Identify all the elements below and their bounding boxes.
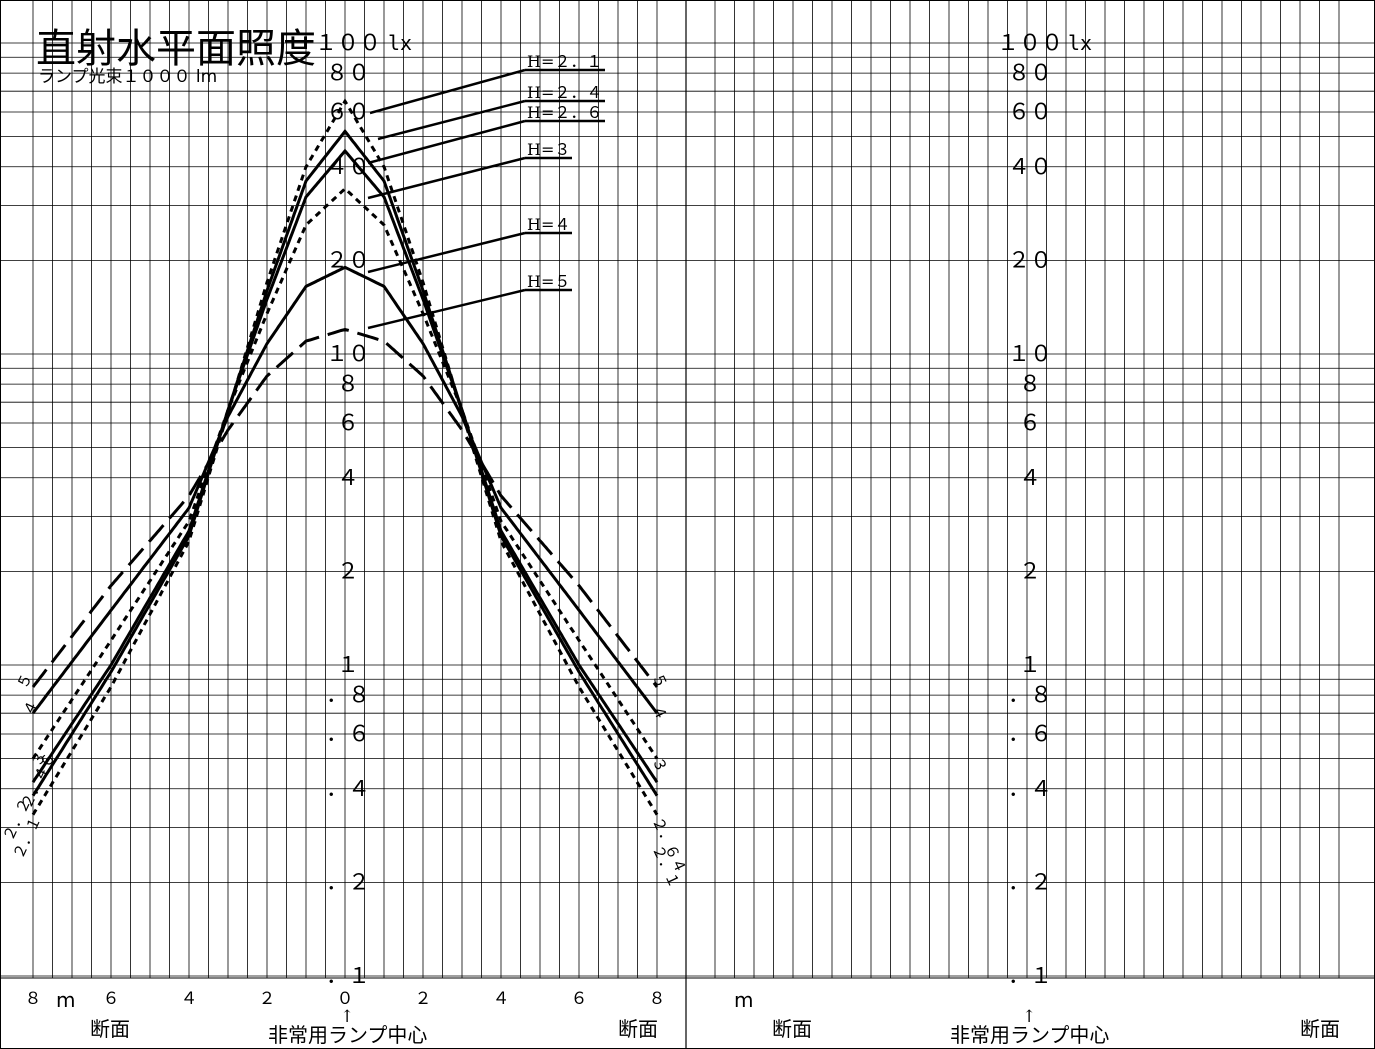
x-section-label-mid: 断面 — [618, 1017, 658, 1041]
legend-leader — [367, 231, 526, 274]
y-tick-label-right: ．８ — [1008, 683, 1052, 708]
y-tick-label: ．２ — [326, 870, 370, 895]
y-tick-label-right: ．６ — [1008, 722, 1052, 747]
legend-leaders — [367, 68, 605, 330]
legend-label: H=４ — [527, 215, 570, 234]
y-tick-label: １０ — [326, 342, 370, 367]
x-section-label-right-b: 断面 — [1300, 1017, 1340, 1041]
curve-end-label-right: ５ — [648, 670, 671, 691]
x-tick-label: ２ — [259, 989, 276, 1009]
y-tick-label-right: ．２ — [1008, 870, 1052, 895]
y-tick-label-right: ４０ — [1008, 155, 1052, 180]
curve-series — [31, 128, 659, 797]
y-tick-label: ４ — [337, 466, 359, 491]
legend-label: H=２．４ — [527, 83, 602, 102]
legend-label: H=３ — [527, 140, 570, 159]
curve-end-label-left: ３ — [27, 748, 50, 769]
x-section-label-right-a: 断面 — [772, 1017, 812, 1041]
x-tick-label: ２ — [415, 989, 432, 1009]
curve-series — [31, 186, 659, 760]
y-tick-label: １ — [337, 653, 359, 678]
legend-label: H=２．１ — [527, 52, 602, 71]
y-tick-label-right: １００ — [997, 31, 1063, 56]
x-unit-right: m — [734, 988, 753, 1012]
legend-leader — [369, 68, 526, 115]
x-section-label-left: 断面 — [90, 1017, 130, 1041]
x-tick-label: ４ — [493, 989, 510, 1009]
y-tick-label-right: ４ — [1019, 466, 1041, 491]
curve-series — [31, 327, 659, 688]
y-tick-label: ２０ — [326, 248, 370, 273]
curve-end-label-left: ５ — [13, 670, 36, 691]
y-tick-label: ４０ — [326, 155, 370, 180]
y-tick-label-right: ．１ — [1008, 964, 1052, 989]
y-tick-label: ．４ — [326, 777, 370, 802]
curve-end-label-left: ４ — [19, 697, 42, 718]
center-arrow-right: ↑ — [1022, 1007, 1036, 1027]
curve-series — [31, 98, 659, 816]
legend-leader — [377, 99, 526, 141]
x-tick-label: ８ — [649, 989, 666, 1009]
legend-label: H=５ — [527, 272, 570, 291]
x-tick-label: ６ — [103, 989, 120, 1009]
x-tick-label: ８ — [25, 989, 42, 1009]
y-tick-label-right: ６０ — [1008, 100, 1052, 125]
x-center-label-left: 非常用ランプ中心 — [268, 1023, 427, 1047]
curves — [31, 98, 659, 816]
x-tick-label: ６ — [571, 989, 588, 1009]
center-arrow-left: ↑ — [340, 1007, 354, 1027]
x-center-label-right: 非常用ランプ中心 — [950, 1023, 1109, 1047]
y-tick-label-right: ８ — [1019, 372, 1041, 397]
y-tick-label-right: １０ — [1008, 342, 1052, 367]
y-tick-label-right: ．４ — [1008, 777, 1052, 802]
y-tick-label: ８０ — [326, 61, 370, 86]
curve-series — [31, 265, 659, 715]
legend-leader — [367, 288, 526, 330]
y-tick-label: ２ — [337, 559, 359, 584]
y-unit-right: lx — [1068, 31, 1092, 55]
y-tick-label: ６０ — [326, 100, 370, 125]
curve-series — [31, 148, 659, 784]
y-tick-label: ．８ — [326, 683, 370, 708]
x-tick-label: ４ — [181, 989, 198, 1009]
y-tick-label-right: ２０ — [1008, 248, 1052, 273]
y-unit-left: lx — [388, 31, 412, 55]
y-tick-label: ．６ — [326, 722, 370, 747]
chart-subtitle: ランプ光束１０００ lm — [38, 67, 217, 87]
y-tick-label-right: １ — [1019, 653, 1041, 678]
y-tick-label: ６ — [337, 411, 359, 436]
y-tick-label-right: ８０ — [1008, 61, 1052, 86]
y-tick-label-right: ６ — [1019, 411, 1041, 436]
legend-label: H=２．６ — [527, 103, 602, 122]
y-tick-label: ．１ — [326, 964, 370, 989]
curve-end-label-right: ３ — [648, 754, 671, 775]
legend-leader — [367, 119, 526, 165]
y-tick-label-right: ２ — [1019, 559, 1041, 584]
curve-end-label-right: ４ — [648, 702, 671, 723]
x-unit-left: m — [56, 988, 75, 1012]
x-tick-label: ０ — [337, 989, 354, 1009]
labels: 直射水平面照度 ランプ光束１０００ lm lx lx m m 断面 断面 断面 … — [0, 26, 1340, 1047]
legend-leader — [367, 156, 526, 200]
y-tick-label: １００ — [315, 31, 381, 56]
y-tick-label: ８ — [337, 372, 359, 397]
chart-title: 直射水平面照度 — [36, 26, 316, 72]
